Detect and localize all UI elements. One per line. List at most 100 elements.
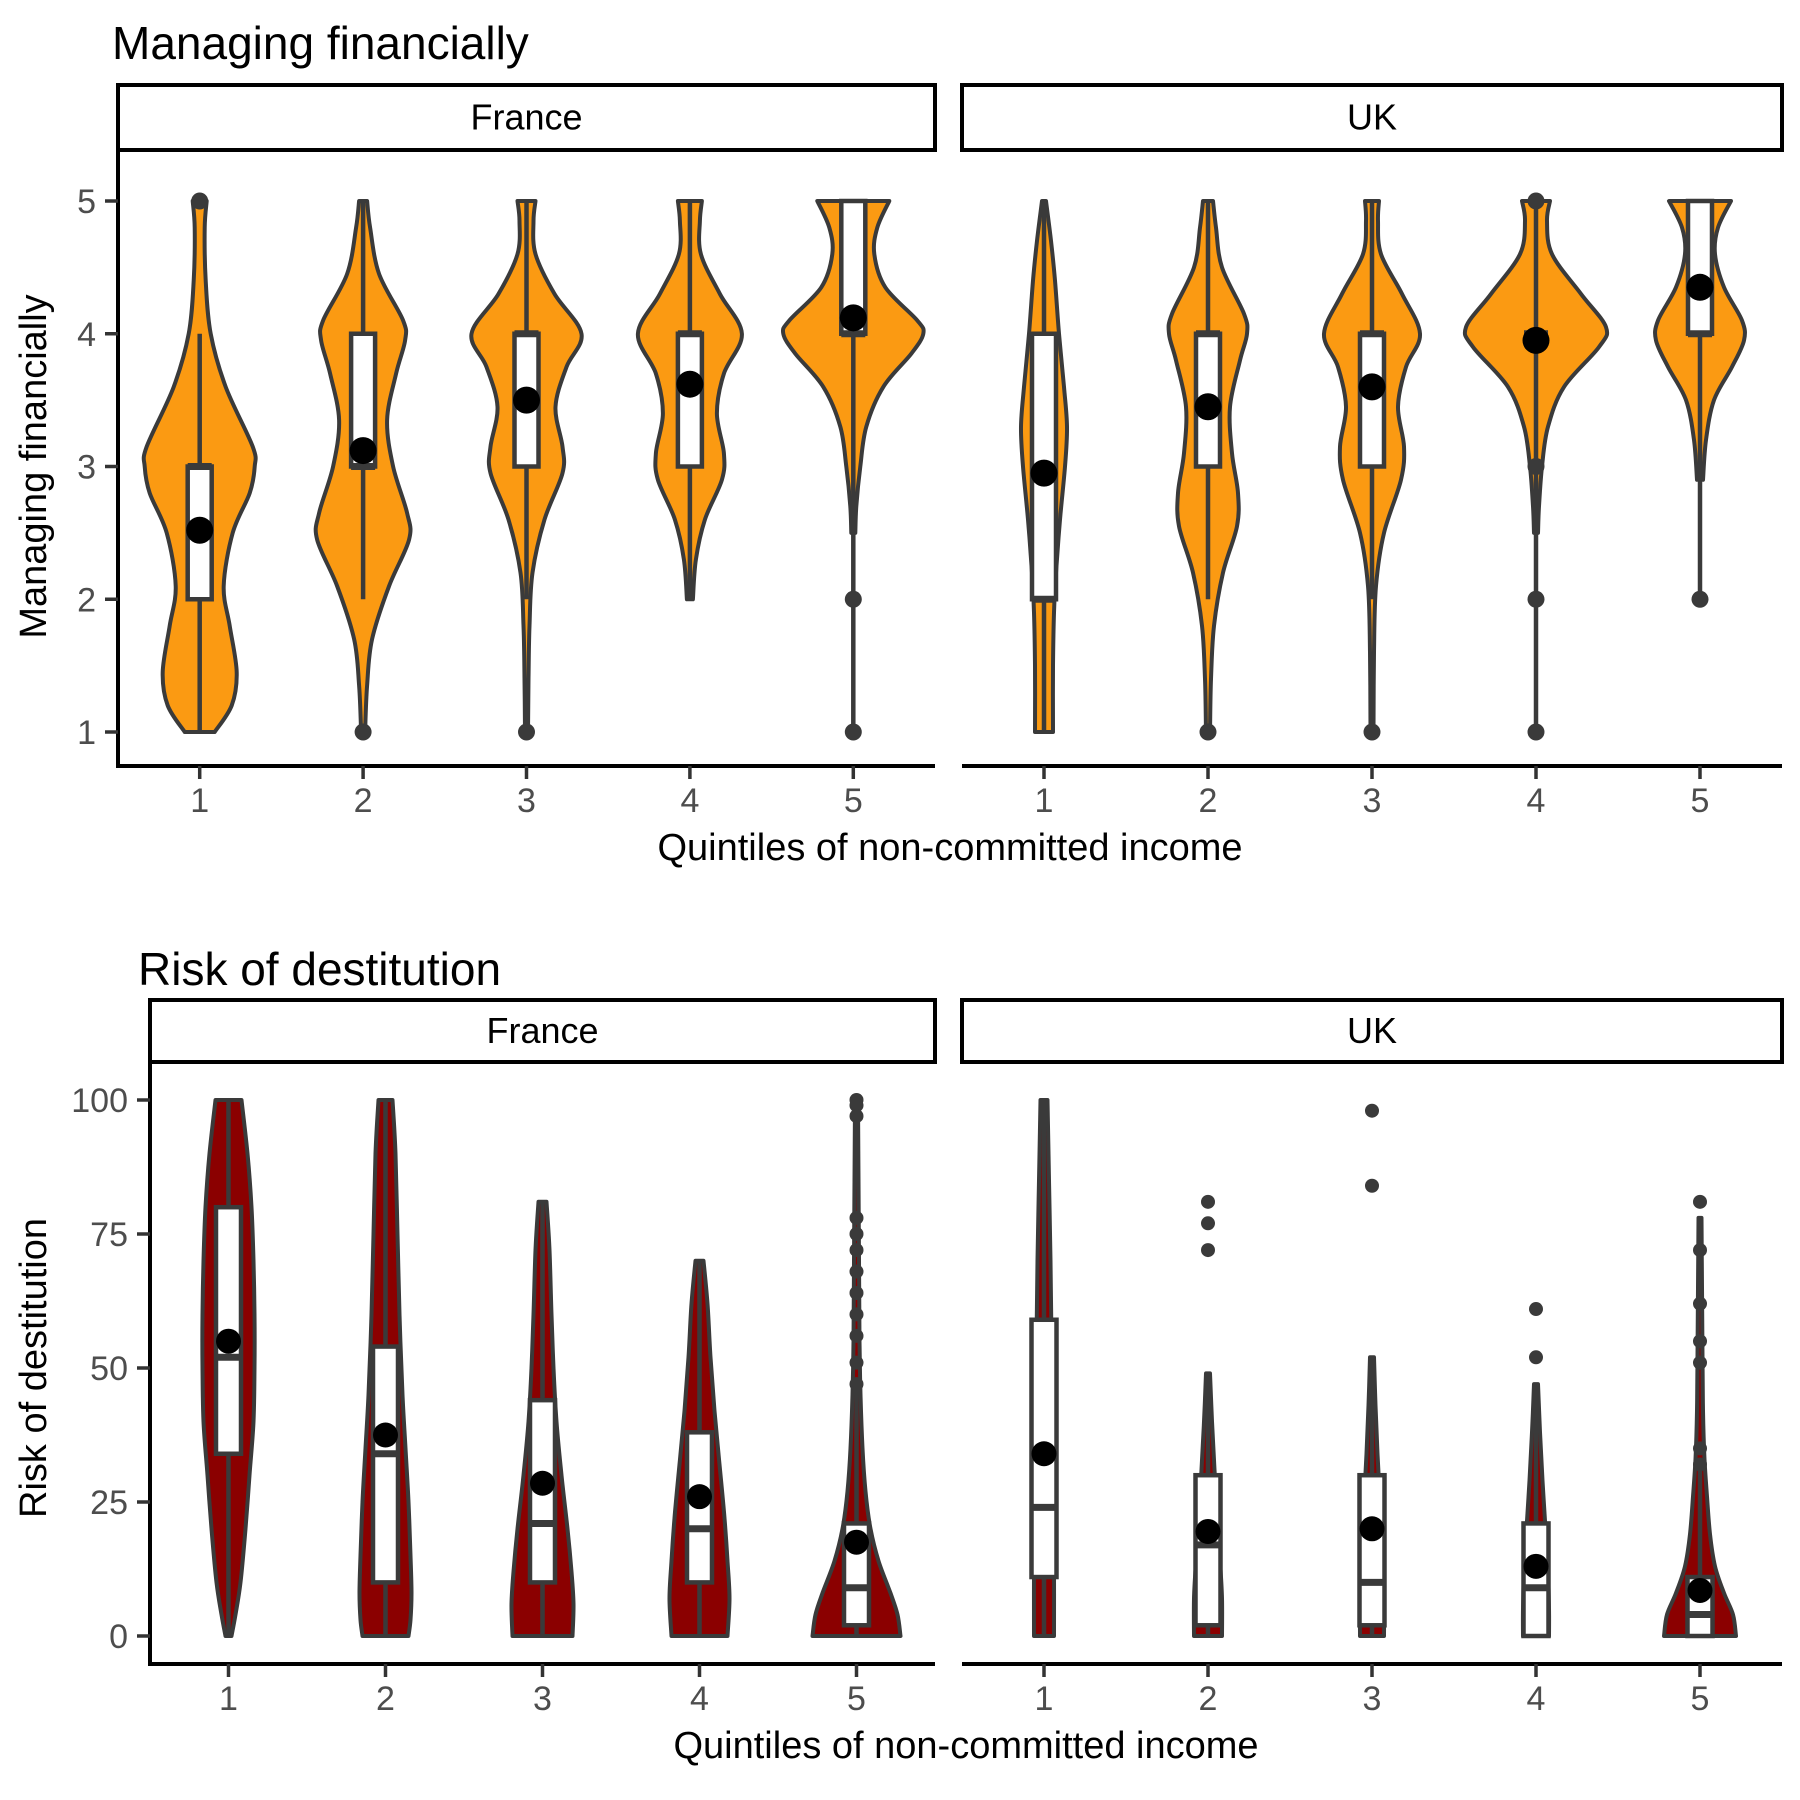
facet-strip-uk (960, 998, 1784, 1064)
mean-dot-france-4 (676, 370, 704, 398)
outlier-dot-france-5 (849, 1328, 864, 1343)
outlier-dot-uk-5 (1693, 1441, 1707, 1456)
outlier-dot-france-2 (354, 723, 372, 741)
x-tick-label: 3 (517, 782, 536, 820)
y-tick-label: 4 (77, 316, 96, 354)
outlier-dot-uk-5 (1693, 1355, 1707, 1370)
mean-dot-uk-2 (1195, 1518, 1221, 1544)
outlier-dot-uk-5 (1693, 1334, 1707, 1349)
outlier-dot-uk-3 (1365, 1178, 1379, 1193)
outlier-dot-france-5 (849, 1355, 864, 1370)
outlier-dot-france-5 (844, 590, 862, 608)
x-tick-label: 4 (680, 782, 699, 820)
outlier-dot-france-1 (191, 192, 209, 210)
y-tick-label: 2 (77, 581, 96, 619)
outlier-dot-france-3 (518, 723, 535, 741)
mean-dot-uk-4 (1523, 1553, 1549, 1579)
outlier-dot-uk-4 (1527, 723, 1545, 741)
x-axis-title: Quintiles of non-committed income (657, 827, 1242, 869)
y-tick-label: 0 (109, 1618, 128, 1656)
x-tick-label: 1 (219, 1680, 238, 1718)
outlier-dot-uk-4 (1529, 1302, 1543, 1317)
outlier-dot-uk-4 (1527, 458, 1545, 475)
y-tick-label: 25 (90, 1484, 128, 1522)
outlier-dot-uk-2 (1201, 1216, 1215, 1231)
mean-dot-france-2 (373, 1422, 398, 1448)
x-tick-label: 3 (1363, 782, 1382, 820)
x-tick-label: 1 (1035, 1680, 1054, 1718)
outlier-dot-uk-5 (1693, 1457, 1707, 1472)
outlier-dot-france-5 (844, 723, 862, 741)
box-uk-4 (1521, 1521, 1551, 1639)
mean-dot-uk-5 (1686, 273, 1714, 301)
box-uk-5 (1685, 198, 1715, 336)
mean-dot-uk-1 (1030, 459, 1058, 487)
x-tick-label: 5 (844, 782, 863, 820)
mean-dot-france-1 (216, 1328, 241, 1354)
y-tick-label: 5 (77, 183, 96, 221)
facet-label-france: France (470, 97, 582, 138)
facet-label-uk: UK (1347, 1010, 1397, 1051)
x-axis-title: Quintiles of non-committed income (673, 1725, 1258, 1767)
outlier-dot-france-5 (849, 1243, 864, 1258)
box-france-4 (675, 331, 705, 469)
x-tick-label: 2 (1199, 1680, 1218, 1718)
top-plot-title: Managing financially (112, 17, 529, 69)
y-tick-label: 100 (71, 1082, 128, 1120)
x-tick-label: 3 (1363, 1680, 1382, 1718)
outlier-dot-uk-5 (1693, 1243, 1707, 1258)
outlier-dot-uk-3 (1365, 1103, 1379, 1118)
outlier-dot-uk-2 (1199, 723, 1217, 741)
x-tick-label: 2 (1199, 782, 1218, 820)
mean-dot-uk-1 (1031, 1441, 1057, 1467)
x-tick-label: 2 (354, 782, 373, 820)
mean-dot-uk-4 (1522, 326, 1550, 354)
outlier-dot-france-5 (849, 1264, 864, 1279)
box-uk-2 (1193, 1472, 1223, 1628)
outlier-dot-france-5 (849, 1285, 864, 1300)
outlier-dot-france-5 (849, 1109, 864, 1124)
y-axis-title: Risk of destitution (13, 1218, 55, 1518)
x-tick-label: 4 (690, 1680, 709, 1718)
outlier-dot-uk-4 (1527, 192, 1545, 210)
y-tick-label: 50 (90, 1350, 128, 1388)
x-tick-label: 3 (533, 1680, 552, 1718)
x-tick-label: 4 (1527, 782, 1546, 820)
y-tick-label: 75 (90, 1216, 128, 1254)
x-tick-label: 5 (1691, 1680, 1710, 1718)
mean-dot-uk-5 (1687, 1577, 1713, 1603)
mean-dot-france-3 (530, 1470, 555, 1496)
bottom-plot-title: Risk of destitution (138, 943, 502, 995)
violin-uk-5 (1662, 1215, 1738, 1638)
y-axis-title: Managing financially (13, 294, 55, 638)
mean-dot-france-4 (687, 1484, 712, 1510)
outlier-dot-france-5 (849, 1098, 864, 1113)
x-tick-label: 1 (190, 782, 209, 820)
mean-dot-france-1 (186, 516, 214, 544)
facet-label-france: France (486, 1010, 598, 1051)
outlier-dot-france-5 (849, 1307, 864, 1322)
outlier-dot-france-5 (849, 1210, 864, 1225)
facet-strip-uk (960, 83, 1784, 152)
outlier-dot-france-5 (849, 1377, 864, 1392)
y-tick-label: 1 (77, 714, 96, 752)
x-tick-label: 5 (1691, 782, 1710, 820)
facet-strip-france (148, 998, 937, 1064)
outlier-dot-uk-5 (1691, 590, 1709, 608)
facet-strip-france (116, 83, 937, 152)
box-uk-3 (1357, 1472, 1387, 1628)
mean-dot-france-5 (839, 304, 867, 332)
outlier-dot-france-5 (849, 1227, 864, 1241)
outlier-dot-uk-5 (1693, 1296, 1707, 1311)
x-tick-label: 5 (847, 1680, 866, 1718)
mean-dot-uk-2 (1194, 393, 1222, 421)
outlier-dot-uk-4 (1529, 1350, 1543, 1365)
mean-dot-uk-3 (1358, 373, 1386, 401)
outlier-dot-uk-2 (1201, 1243, 1215, 1258)
box-france-2 (370, 1344, 401, 1585)
mean-dot-france-5 (844, 1529, 869, 1555)
outlier-dot-uk-4 (1527, 590, 1545, 608)
y-tick-label: 3 (77, 449, 96, 487)
